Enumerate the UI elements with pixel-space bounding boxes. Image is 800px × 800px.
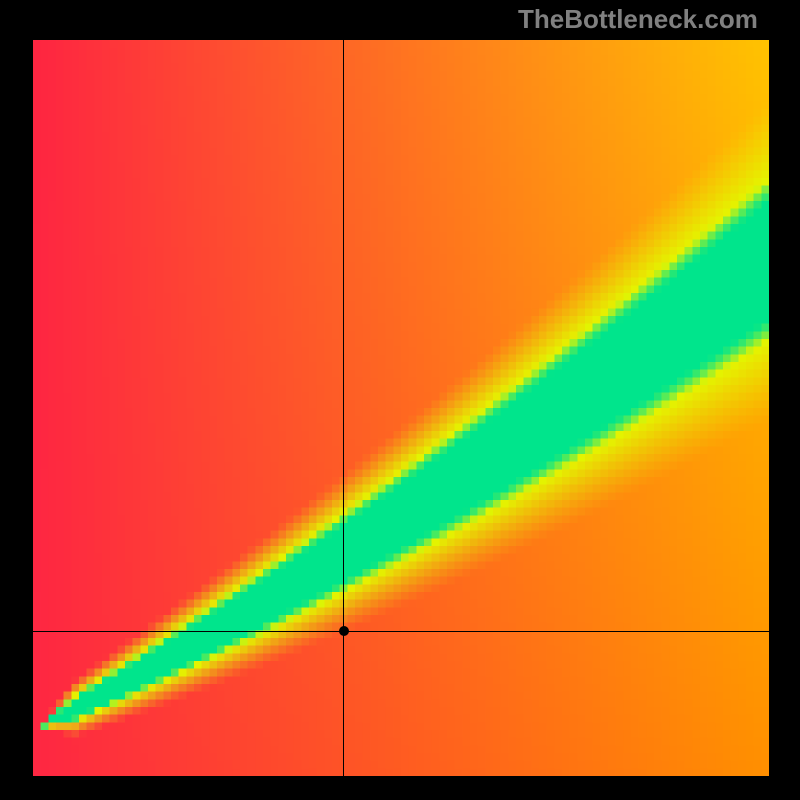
heatmap-plot — [33, 40, 769, 776]
crosshair-vertical — [343, 40, 344, 776]
heatmap-canvas — [33, 40, 769, 776]
crosshair-marker — [339, 626, 349, 636]
watermark-text: TheBottleneck.com — [518, 4, 758, 35]
crosshair-horizontal — [33, 631, 769, 632]
